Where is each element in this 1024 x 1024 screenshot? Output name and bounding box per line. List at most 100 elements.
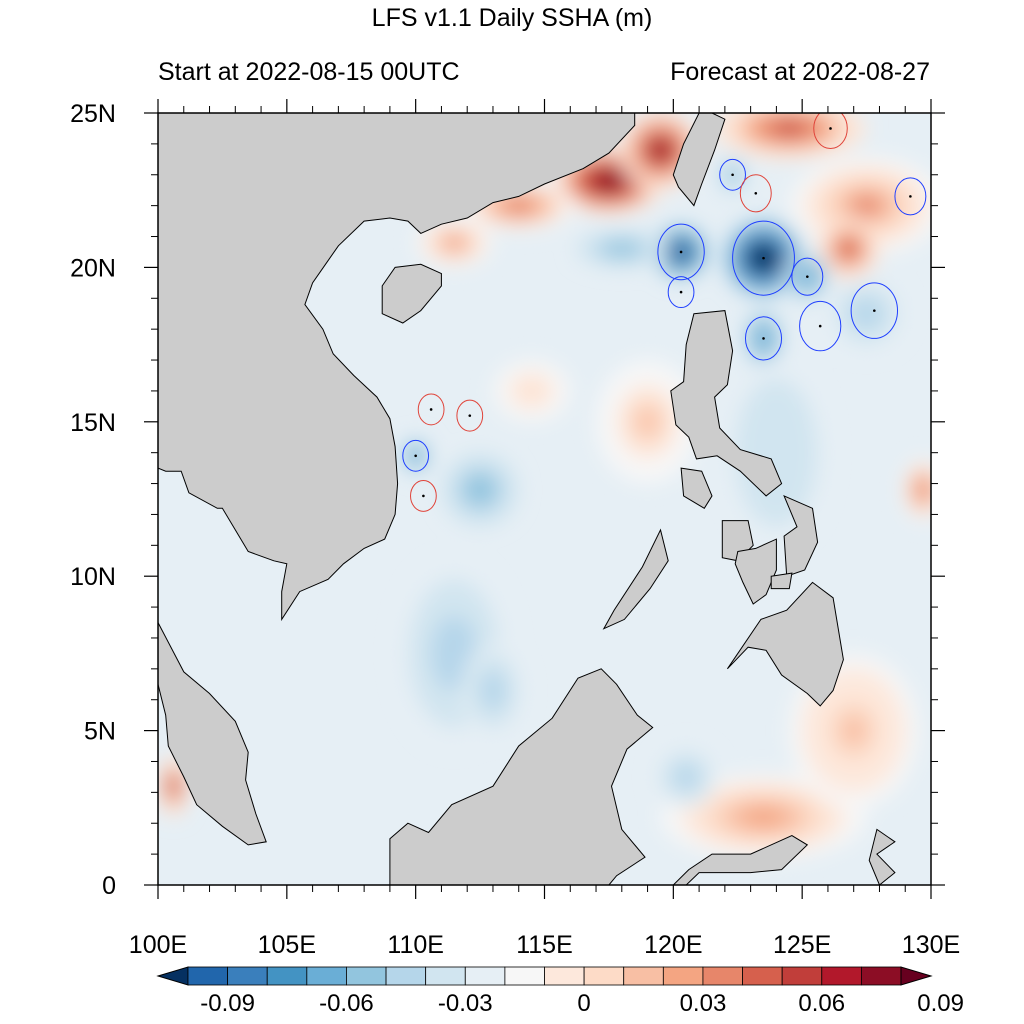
forecast-date-label: Forecast at 2022-08-27 <box>670 58 930 86</box>
eddy-circle-positive <box>739 174 772 213</box>
land-palawan <box>602 528 669 630</box>
land-layer <box>158 113 896 885</box>
y-tick-label: 10N <box>70 563 116 591</box>
anomaly-contour <box>170 780 177 793</box>
colorbar-swatch <box>306 966 347 986</box>
anomaly-contour <box>472 482 488 498</box>
colorbar-swatch <box>742 966 783 986</box>
land-samar-leyte <box>783 494 819 577</box>
eddy-circle-negative <box>719 158 746 191</box>
colorbar-swatch <box>702 966 743 986</box>
colorbar-swatch <box>860 966 902 986</box>
land-malay-peninsula <box>158 622 267 846</box>
eddy-center-dot <box>754 191 758 195</box>
land-mindoro <box>680 467 713 509</box>
colorbar-swatch <box>464 966 506 986</box>
chart-title: LFS v1.1 Daily SSHA (m) <box>371 4 653 32</box>
plot-area <box>158 113 931 885</box>
anomaly-contour <box>842 242 855 256</box>
y-tick-label: 20N <box>70 254 116 282</box>
eddy-center-dot <box>909 195 912 198</box>
land-bohol <box>770 572 793 590</box>
y-tick-label: 5N <box>84 718 116 746</box>
eddy-center-dot <box>762 337 765 340</box>
colorbar-swatch <box>544 966 585 986</box>
anomaly-21 <box>441 452 519 527</box>
run-start-label: Start at 2022-08-15 00UTC <box>158 58 460 86</box>
eddy-center-dot <box>468 414 472 417</box>
colorbar-swatch <box>583 966 625 986</box>
anomaly-contour <box>652 142 669 159</box>
anomaly-24 <box>655 746 718 808</box>
land-mainland-asia <box>158 113 636 622</box>
eddy-center-dot <box>414 454 417 458</box>
eddy-circle-negative <box>894 177 927 216</box>
x-tick-label: 130E <box>902 931 960 959</box>
eddy-circle-negative <box>667 276 695 309</box>
land-luzon <box>670 310 783 497</box>
colorbar-swatch <box>425 966 466 986</box>
eddy-circle-negative <box>791 257 824 296</box>
eddy-circle-positive <box>456 399 484 432</box>
colorbar-label: -0.06 <box>319 990 374 1017</box>
eddy-circle-negative <box>657 223 705 281</box>
colorbar-high-triangle <box>900 966 933 986</box>
anomaly-23 <box>462 644 524 737</box>
eddy-center-dot <box>679 290 683 294</box>
eddy-center-dot <box>731 173 734 177</box>
land-taiwan <box>672 113 726 207</box>
anomaly-12 <box>492 360 571 422</box>
colorbar-swatch <box>821 966 862 986</box>
anomaly-contour <box>851 195 883 216</box>
anomaly-19 <box>827 276 906 351</box>
x-tick-label: 115E <box>516 931 573 959</box>
x-tick-label: 125E <box>773 931 831 959</box>
x-tick-label: 110E <box>387 931 444 959</box>
land-negros-cebu <box>734 538 777 605</box>
colorbar-swatch <box>385 966 427 986</box>
anomaly-contour <box>523 384 540 398</box>
eddy-center-dot <box>422 494 425 498</box>
colorbar-label: 0.09 <box>917 990 964 1017</box>
eddy-circle-negative <box>744 316 783 361</box>
anomaly-contour <box>486 681 500 700</box>
anomaly-contour <box>507 200 531 211</box>
anomaly-contour <box>612 245 632 253</box>
colorbar-swatch <box>781 966 823 986</box>
eddy-circle-negative <box>732 220 795 296</box>
eddy-center-dot <box>429 408 433 411</box>
x-tick-label: 105E <box>258 931 316 959</box>
colorbar-swatch <box>227 966 268 986</box>
anomaly-contour <box>637 409 658 435</box>
anomaly-9 <box>660 773 867 861</box>
colorbar-low-triangle <box>156 966 189 986</box>
axis-ticks: 100E 105E 110E 115E 120E 125E 130E 0 5N 10N 15N 20N… <box>70 99 960 959</box>
colorbar-swatch <box>346 966 387 986</box>
eddy-center-dot <box>806 275 809 278</box>
colorbar: -0.09 -0.06 -0.03 0 0.03 0.06 0.09 <box>156 966 964 1017</box>
anomaly-8 <box>902 458 931 521</box>
colorbar-label: -0.03 <box>438 990 493 1017</box>
land-sulawesi <box>672 835 809 885</box>
eddy-circle-negative <box>799 300 842 352</box>
land-borneo <box>389 668 654 885</box>
colorbar-swatch <box>187 966 229 986</box>
y-tick-label: 15N <box>70 409 116 437</box>
anomaly-6 <box>817 217 880 280</box>
anomaly-contour <box>680 770 693 784</box>
anomaly-contour <box>597 174 621 188</box>
colorbar-swatch <box>504 966 545 986</box>
eddy-center-dot <box>762 256 765 260</box>
anomaly-contour <box>742 808 785 826</box>
anomaly-4 <box>712 113 867 160</box>
x-tick-label: 120E <box>644 931 702 959</box>
eddy-circle-positive <box>813 113 848 150</box>
colorbar-label: 0 <box>577 990 590 1017</box>
eddy-circle-negative <box>402 439 430 472</box>
anomaly-14 <box>575 230 669 268</box>
eddy-circle-positive <box>410 479 437 512</box>
land-halmahera <box>868 828 896 885</box>
anomaly-3 <box>415 217 493 268</box>
eddy-center-dot <box>679 250 683 254</box>
